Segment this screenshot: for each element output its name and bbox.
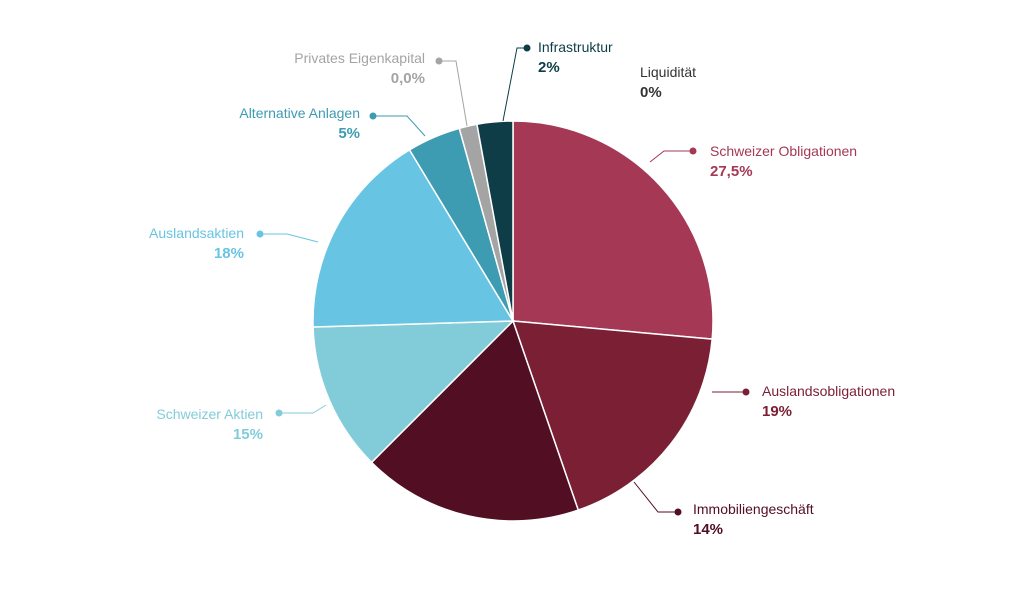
leader-lines bbox=[256, 44, 750, 516]
slice-name-label-auslandsobligationen: Auslandsobligationen bbox=[762, 383, 895, 399]
leader-dot-schweizer-obligationen bbox=[689, 147, 697, 155]
leader-line-schweizer-aktien bbox=[279, 404, 327, 414]
leader-dot-infrastruktur bbox=[523, 44, 531, 52]
leader-line-alternative-anlagen bbox=[373, 115, 426, 137]
slice-name-label-infrastruktur: Infrastruktur bbox=[538, 39, 613, 55]
leader-dot-privates-eigenkapital bbox=[435, 57, 443, 65]
pie-slice-auslandsobligationen[interactable] bbox=[511, 320, 713, 512]
leader-line-immobiliengeschaft bbox=[633, 481, 678, 513]
slice-value-label-liquiditat: 0% bbox=[640, 84, 662, 101]
leader-line-auslandsaktien bbox=[260, 233, 319, 243]
slice-value-label-schweizer-obligationen: 27,5% bbox=[710, 163, 753, 180]
slice-name-label-schweizer-aktien: Schweizer Aktien bbox=[156, 406, 263, 422]
leader-dot-alternative-anlagen bbox=[369, 112, 377, 120]
leader-line-privates-eigenkapital bbox=[439, 60, 468, 127]
slice-name-label-alternative-anlagen: Alternative Anlagen bbox=[239, 105, 360, 121]
pie-slice-immobiliengeschaft[interactable] bbox=[370, 319, 580, 522]
pie-slice-schweizer-aktien[interactable] bbox=[312, 320, 515, 464]
slice-name-label-immobiliengeschaft: Immobiliengeschäft bbox=[693, 501, 814, 517]
pie-slice-schweizer-obligationen[interactable] bbox=[512, 120, 714, 340]
slice-name-label-schweizer-obligationen: Schweizer Obligationen bbox=[710, 143, 857, 159]
leader-line-schweizer-obligationen bbox=[649, 150, 693, 163]
pie-slice-infrastruktur[interactable] bbox=[476, 120, 514, 322]
slice-name-label-liquiditat: Liquidität bbox=[640, 64, 696, 80]
leader-dot-immobiliengeschaft bbox=[674, 508, 682, 516]
pie-slices bbox=[312, 120, 714, 522]
slice-value-label-auslandsobligationen: 19% bbox=[762, 403, 792, 420]
slice-value-label-immobiliengeschaft: 14% bbox=[693, 521, 723, 538]
slice-labels: Schweizer Obligationen 27,5% Auslandsoblig… bbox=[149, 39, 895, 538]
slice-value-label-privates-eigenkapital: 0,0% bbox=[391, 70, 425, 87]
leader-dot-auslandsaktien bbox=[256, 230, 264, 238]
slice-value-label-auslandsaktien: 18% bbox=[214, 245, 244, 262]
pie-slice-auslandsaktien[interactable] bbox=[312, 148, 515, 328]
leader-dot-schweizer-aktien bbox=[275, 409, 283, 417]
leader-dot-auslandsobligationen bbox=[742, 388, 750, 396]
slice-value-label-schweizer-aktien: 15% bbox=[233, 426, 263, 443]
leader-line-infrastruktur bbox=[502, 47, 527, 122]
slice-name-label-auslandsaktien: Auslandsaktien bbox=[149, 225, 244, 241]
slice-name-label-privates-eigenkapital: Privates Eigenkapital bbox=[294, 50, 425, 66]
slice-value-label-alternative-anlagen: 5% bbox=[338, 125, 360, 142]
slice-value-label-infrastruktur: 2% bbox=[538, 59, 560, 76]
